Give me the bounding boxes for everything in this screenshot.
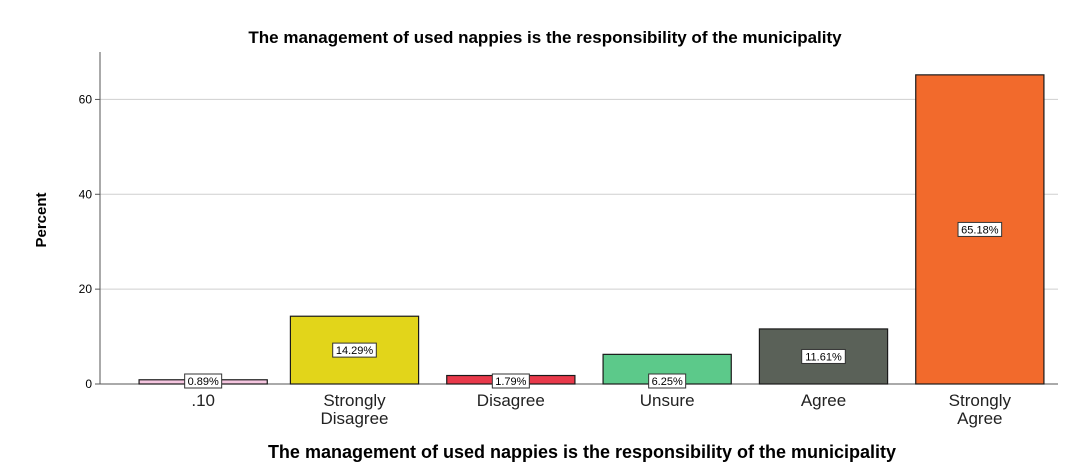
- x-tick-label-line: Strongly: [323, 391, 386, 410]
- x-tick-label-line: Disagree: [477, 391, 545, 410]
- y-tick-label: 60: [79, 92, 93, 106]
- data-label-box: [801, 348, 846, 364]
- gridlines: [100, 98, 1058, 290]
- x-tick-label-line: Agree: [957, 409, 1002, 428]
- data-label-text: 1.79%: [495, 376, 526, 388]
- x-tick-label: Disagree: [477, 391, 545, 410]
- x-tick-label: .10: [191, 391, 215, 410]
- x-tick-label: Agree: [801, 391, 846, 410]
- y-tick-label: 40: [79, 187, 93, 201]
- data-label-text: 14.29%: [336, 345, 374, 357]
- x-tick-label-line: .10: [191, 391, 215, 410]
- data-label-text: 65.18%: [961, 224, 999, 236]
- x-tick-label-line: Disagree: [320, 409, 388, 428]
- x-tick-label-line: Unsure: [640, 391, 695, 410]
- data-label: 0.89%: [184, 373, 223, 389]
- x-axis-label: The management of used nappies is the re…: [268, 442, 896, 462]
- chart-title: The management of used nappies is the re…: [248, 28, 842, 47]
- x-tick-label: Unsure: [640, 391, 695, 410]
- x-tick-label: Strongly Agree: [949, 391, 1012, 428]
- y-tick-label: 0: [85, 377, 92, 391]
- data-label-text: 0.89%: [188, 376, 219, 388]
- data-label-text: 6.25%: [652, 376, 683, 388]
- y-axis-ticks: 0 20 40 60: [79, 92, 100, 391]
- data-label: 1.79%: [491, 373, 530, 389]
- data-label-box: [332, 342, 377, 358]
- data-label-box: [491, 373, 530, 389]
- data-label: 11.61%: [801, 348, 846, 364]
- data-label: 65.18%: [957, 221, 1003, 237]
- data-label-box: [184, 373, 223, 389]
- x-tick-label-line: Strongly: [949, 391, 1012, 410]
- data-label-text: 11.61%: [805, 351, 842, 363]
- data-label-box: [957, 221, 1003, 237]
- data-label: 6.25%: [648, 373, 687, 389]
- y-tick-label: 20: [79, 282, 93, 296]
- x-tick-label-line: Agree: [801, 391, 846, 410]
- x-tick-label: Strongly Disagree: [320, 391, 388, 428]
- data-label-box: [648, 373, 687, 389]
- data-label: 14.29%: [332, 342, 377, 358]
- bars: 0.89% 14.29% 1.79% 6.25% 11.61% 65.18%: [138, 74, 1045, 389]
- y-axis-label: Percent: [33, 192, 50, 247]
